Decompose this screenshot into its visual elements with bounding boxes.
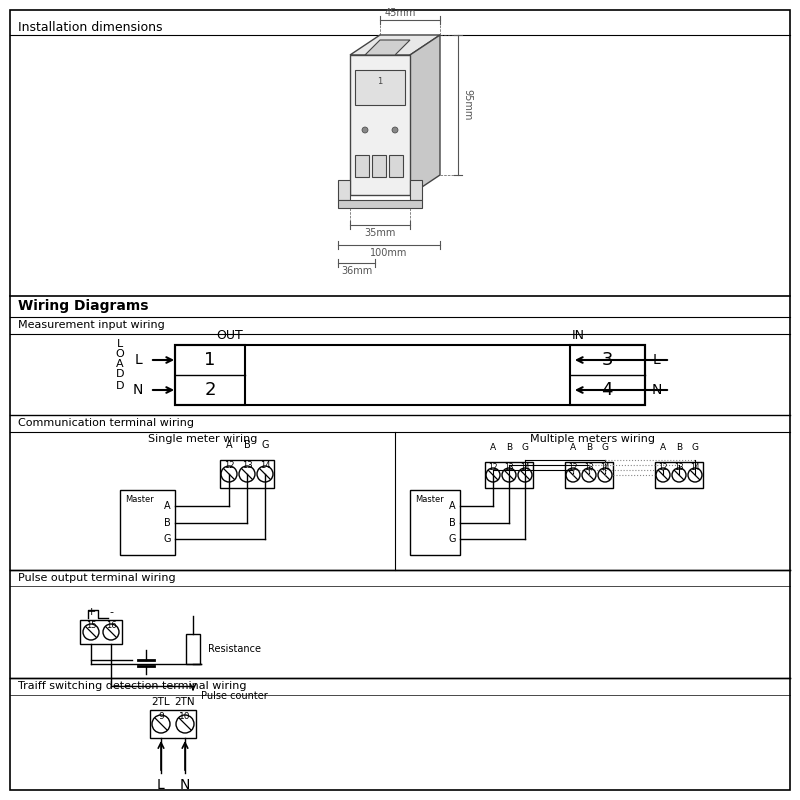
Bar [175, 345, 245, 405]
Text: A: A [490, 443, 496, 452]
Bar [372, 155, 386, 177]
Text: 14: 14 [600, 463, 610, 472]
Text: B: B [676, 443, 682, 452]
Bar [338, 200, 422, 208]
Text: B: B [244, 440, 250, 450]
Text: 13: 13 [242, 461, 252, 470]
Text: IN: IN [572, 329, 585, 342]
Text: A: A [116, 359, 124, 369]
Text: Master: Master [415, 495, 444, 504]
Text: 2TL: 2TL [152, 697, 170, 707]
Text: 10: 10 [179, 712, 190, 721]
Text: B: B [450, 518, 456, 527]
Polygon shape [410, 180, 422, 200]
Text: 1: 1 [378, 77, 382, 86]
Text: Multiple meters wiring: Multiple meters wiring [530, 434, 655, 444]
Text: 14: 14 [520, 463, 530, 472]
Text: G: G [602, 443, 609, 452]
Text: A: A [164, 502, 171, 511]
Text: O: O [116, 349, 124, 359]
Text: Master: Master [125, 495, 154, 504]
Circle shape [362, 127, 368, 133]
Text: G: G [522, 443, 529, 452]
Text: 15: 15 [86, 621, 96, 630]
Text: 16: 16 [106, 621, 116, 630]
Text: G: G [449, 534, 456, 544]
Polygon shape [365, 40, 410, 55]
Bar [570, 345, 645, 405]
Text: Resistance: Resistance [208, 644, 261, 654]
Bar [389, 155, 403, 177]
Text: D: D [116, 369, 124, 379]
Text: 36mm: 36mm [342, 266, 373, 276]
Polygon shape [410, 35, 440, 195]
Polygon shape [338, 180, 350, 200]
Bar [355, 70, 405, 105]
Text: A: A [450, 502, 456, 511]
Text: 12: 12 [488, 463, 498, 472]
Text: +: + [86, 607, 96, 617]
Text: OUT: OUT [216, 329, 243, 342]
Text: A: A [226, 440, 232, 450]
Text: 35mm: 35mm [364, 228, 396, 238]
Text: N: N [180, 778, 190, 792]
Text: L: L [134, 353, 142, 367]
Text: N: N [652, 383, 662, 397]
Text: D: D [116, 381, 124, 391]
Text: Single meter wiring: Single meter wiring [148, 434, 257, 444]
Text: 13: 13 [674, 463, 684, 472]
Text: 4: 4 [602, 381, 613, 399]
Bar [120, 490, 175, 555]
Text: L: L [117, 339, 123, 349]
Text: Wiring Diagrams: Wiring Diagrams [18, 299, 149, 313]
Text: B: B [506, 443, 512, 452]
Bar [485, 462, 533, 488]
Polygon shape [350, 35, 440, 55]
Text: Pulse counter: Pulse counter [201, 691, 268, 701]
Text: 95mm: 95mm [462, 90, 472, 121]
Circle shape [392, 127, 398, 133]
Text: B: B [164, 518, 171, 527]
Bar [410, 490, 460, 555]
Bar [355, 155, 369, 177]
Text: Measurement input wiring: Measurement input wiring [18, 320, 165, 330]
Text: 14: 14 [260, 461, 270, 470]
Text: B: B [586, 443, 592, 452]
Text: Communication terminal wiring: Communication terminal wiring [18, 418, 194, 428]
Text: 2TN: 2TN [174, 697, 195, 707]
Text: 14: 14 [690, 463, 700, 472]
Text: 45mm: 45mm [384, 8, 416, 18]
Bar [186, 634, 200, 664]
Bar [655, 462, 703, 488]
Text: G: G [163, 534, 171, 544]
Text: 12: 12 [658, 463, 668, 472]
Text: N: N [133, 383, 143, 397]
Text: 13: 13 [504, 463, 514, 472]
Text: Installation dimensions: Installation dimensions [18, 21, 162, 34]
Bar [350, 55, 410, 195]
Bar [565, 462, 613, 488]
Bar [150, 710, 196, 738]
Text: 2: 2 [204, 381, 216, 399]
Text: Traiff switching detection terminal wiring: Traiff switching detection terminal wiri… [18, 681, 246, 691]
Text: G: G [691, 443, 698, 452]
Text: 12: 12 [568, 463, 578, 472]
Text: Pulse output terminal wiring: Pulse output terminal wiring [18, 573, 176, 583]
Text: -: - [109, 607, 113, 617]
Text: 9: 9 [158, 712, 164, 721]
Text: L: L [653, 353, 661, 367]
Text: G: G [262, 440, 269, 450]
Text: 3: 3 [602, 351, 613, 369]
Bar [80, 620, 122, 644]
Text: 12: 12 [224, 461, 234, 470]
Text: 13: 13 [584, 463, 594, 472]
Bar [220, 460, 274, 488]
Text: A: A [660, 443, 666, 452]
Text: 1: 1 [204, 351, 216, 369]
Text: 100mm: 100mm [370, 248, 408, 258]
Text: A: A [570, 443, 576, 452]
Text: L: L [157, 778, 165, 792]
Bar [175, 345, 645, 405]
